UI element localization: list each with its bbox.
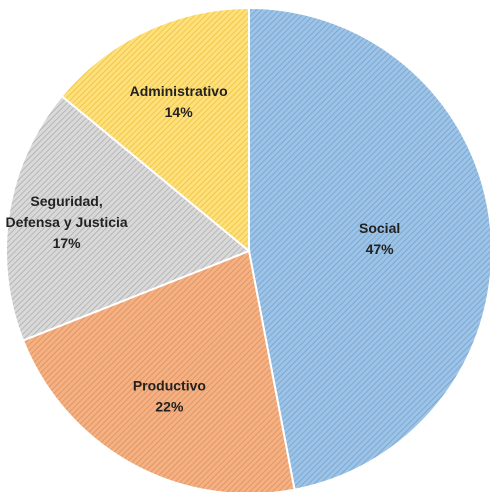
pie-slice-administrativo (60, 6, 250, 254)
pie-slice-productivo (21, 249, 296, 492)
slice-label-productivo: Productivo 22% (133, 377, 206, 414)
slice-label-administrativo: Administrativo 14% (130, 83, 228, 120)
slice-percent-productivo: 22% (155, 398, 184, 414)
slice-percent-social: 47% (366, 241, 395, 257)
pie-slice-social (248, 6, 490, 491)
pie-slice-seguridad-defensa-y-justicia (5, 94, 251, 342)
slice-name-social: Social (359, 220, 400, 236)
slice-name-seguridad-defensa-y-justicia: Seguridad, (30, 193, 102, 209)
slice-percent-seguridad-defensa-y-justicia: 17% (53, 235, 82, 251)
slice-name-seguridad-defensa-y-justicia: Defensa y Justicia (6, 214, 128, 230)
slice-label-seguridad-defensa-y-justicia: Seguridad, Defensa y Justicia 17% (6, 193, 128, 251)
slice-label-social: Social 47% (359, 220, 400, 257)
slice-name-administrativo: Administrativo (130, 83, 228, 99)
slice-percent-administrativo: 14% (165, 104, 194, 120)
slice-name-productivo: Productivo (133, 377, 206, 393)
